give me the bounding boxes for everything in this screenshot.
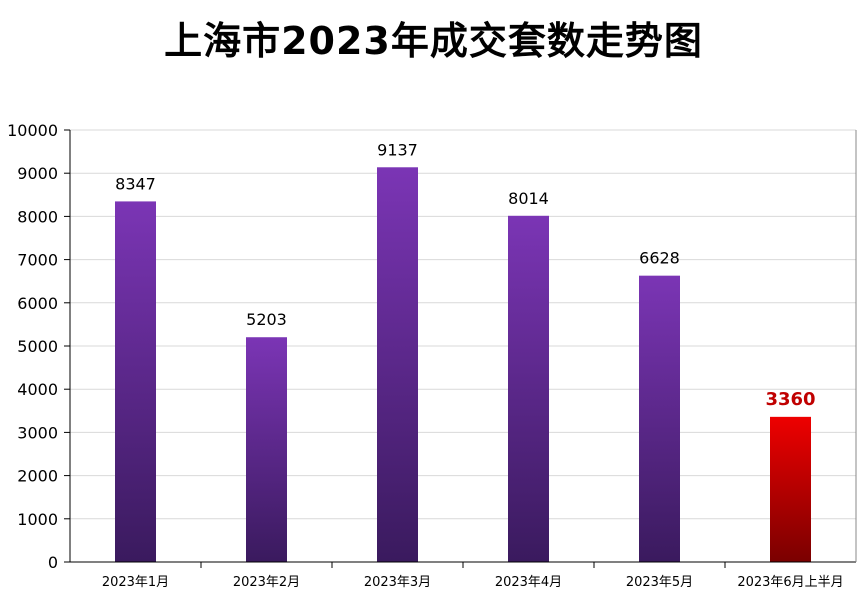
data-label: 8347: [115, 174, 156, 193]
y-tick-label: 3000: [17, 423, 58, 442]
x-axis-ticks: 2023年1月 2023年2月 2023年3月 2023年4月 2023年5月 2023年…: [102, 562, 844, 590]
data-label: 9137: [377, 140, 418, 159]
y-tick-label: 6000: [17, 294, 58, 313]
y-tick-label: 7000: [17, 251, 58, 270]
x-tick-label: 2023年4月: [495, 575, 562, 590]
bar: [508, 215, 549, 562]
bar: [639, 275, 680, 562]
axes: [69, 130, 857, 563]
data-label: 6628: [639, 249, 680, 268]
y-tick-label: 10000: [7, 121, 58, 140]
data-label: 8014: [508, 189, 549, 208]
chart-title: 上海市2023年成交套数走势图: [164, 19, 703, 63]
y-axis-ticks: 0 1000 2000 3000 4000 5000 6000 7000 8000 9000 100…: [7, 121, 70, 572]
data-label: 3360: [765, 389, 815, 410]
x-tick-label: 2023年5月: [626, 575, 693, 590]
bars: [115, 167, 811, 562]
y-tick-label: 1000: [17, 510, 58, 529]
bar: [770, 416, 811, 562]
x-tick-label: 2023年3月: [364, 575, 431, 590]
gridlines: [70, 129, 856, 563]
y-tick-label: 9000: [17, 164, 58, 183]
y-tick-label: 4000: [17, 380, 58, 399]
data-label: 5203: [246, 310, 287, 329]
y-tick-label: 5000: [17, 337, 58, 356]
x-tick-label: 2023年1月: [102, 575, 169, 590]
data-labels: 8347 5203 9137 8014 6628 3360: [115, 140, 815, 410]
bar: [115, 201, 156, 562]
y-tick-label: 0: [48, 553, 58, 572]
bar: [246, 337, 287, 562]
x-tick-label: 2023年2月: [233, 575, 300, 590]
x-tick-label: 2023年6月上半月: [737, 575, 843, 590]
bar: [377, 167, 418, 562]
y-tick-label: 8000: [17, 207, 58, 226]
y-tick-label: 2000: [17, 467, 58, 486]
